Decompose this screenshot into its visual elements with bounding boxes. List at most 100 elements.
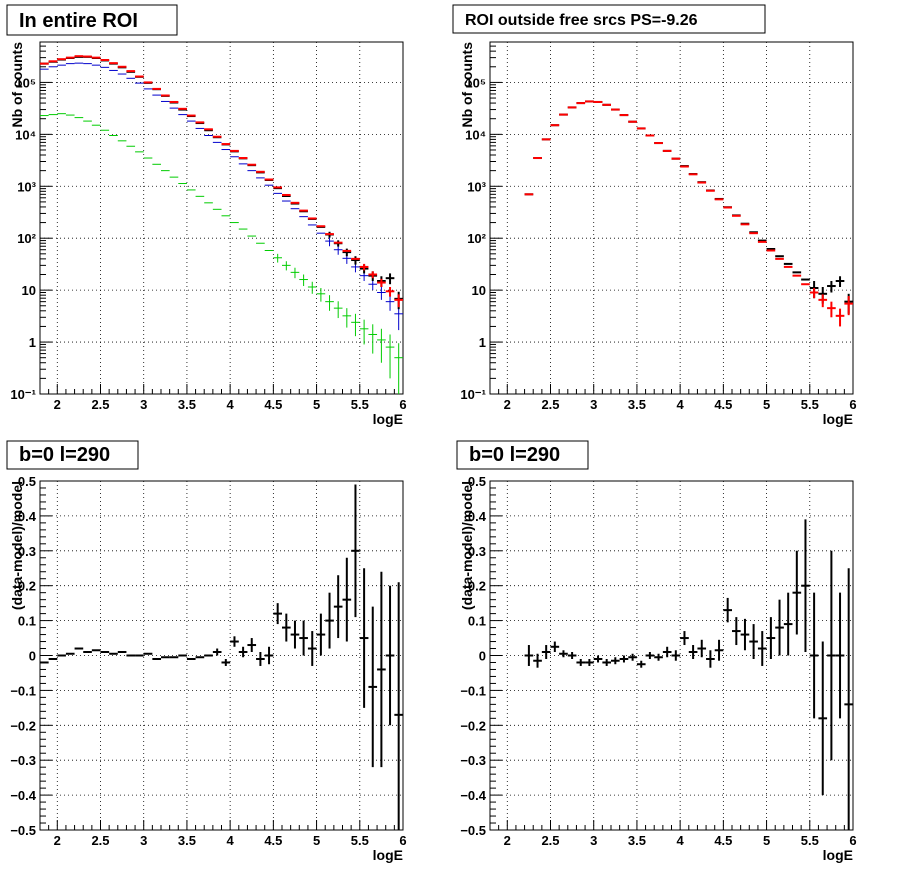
- y-tick-label: 0: [479, 649, 486, 664]
- y-tick-label: 10²: [17, 231, 36, 246]
- y-tick-label: 10⁴: [15, 127, 36, 142]
- y-tick-label: −0.1: [460, 683, 486, 698]
- x-tick-label: 6: [399, 397, 406, 412]
- x-tick-label: 3: [590, 397, 597, 412]
- x-axis-label: logE: [373, 847, 403, 863]
- series-black: [40, 55, 403, 310]
- series-red: [40, 55, 403, 308]
- chart-title-box: [6, 440, 139, 470]
- x-tick-label: 5.5: [351, 397, 369, 412]
- x-tick-label: 4.5: [264, 833, 282, 848]
- y-tick-label: 10⁵: [15, 75, 36, 90]
- chart-title: In entire ROI: [19, 10, 138, 32]
- y-tick-label: −0.4: [460, 788, 486, 803]
- x-tick-label: 5.5: [351, 833, 369, 848]
- y-tick-label: 10: [22, 283, 36, 298]
- x-tick-label: 3: [140, 833, 147, 848]
- y-tick-label: 0.3: [18, 544, 36, 559]
- chart-panel-2: 2 2.5 3 3.5 4 4.5 5 5.5 6 10⁻¹ 1 10 10² 10³ 10⁴ 10⁵ logE…: [452, 4, 857, 427]
- y-tick-label: 10⁻¹: [10, 387, 36, 402]
- x-tick-label: 3: [590, 833, 597, 848]
- x-tick-label: 6: [399, 833, 406, 848]
- chart-title: b=0 l=290: [19, 444, 110, 466]
- y-axis-label: Nb of counts: [459, 42, 475, 128]
- x-tick-label: 6: [849, 833, 856, 848]
- chart-title-box: [6, 4, 178, 36]
- series-black: [40, 484, 403, 830]
- x-tick-label: 4: [677, 833, 685, 848]
- x-tick-label: 6: [849, 397, 856, 412]
- x-tick-label: 5: [313, 833, 320, 848]
- x-tick-label: 3: [140, 397, 147, 412]
- chart-title-box: [452, 4, 766, 34]
- series-green: [40, 113, 403, 394]
- y-tick-label: −0.2: [10, 718, 36, 733]
- plot-frame: [39, 41, 404, 395]
- x-axis-label: logE: [823, 411, 853, 427]
- y-tick-label: −0.3: [460, 753, 486, 768]
- x-tick-label: 5: [763, 833, 770, 848]
- chart-title: ROI outside free srcs PS=-9.26: [465, 12, 698, 29]
- y-tick-label: 0.5: [468, 474, 486, 489]
- x-tick-label: 4: [677, 397, 685, 412]
- x-tick-label: 5.5: [801, 397, 819, 412]
- x-tick-label: 5.5: [801, 833, 819, 848]
- y-tick-label: 0.4: [468, 509, 487, 524]
- x-tick-label: 3.5: [628, 833, 646, 848]
- y-tick-label: 0.3: [468, 544, 486, 559]
- y-tick-label: −0.3: [10, 753, 36, 768]
- y-tick-label: −0.5: [460, 823, 486, 838]
- y-tick-label: −0.2: [460, 718, 486, 733]
- y-tick-label: 10⁵: [465, 75, 486, 90]
- x-tick-label: 3.5: [178, 397, 196, 412]
- x-tick-label: 2: [504, 397, 511, 412]
- y-tick-label: 0.1: [468, 614, 486, 629]
- chart-panel-3: 2 2.5 3 3.5 4 4.5 5 5.5 6 −0.5 −0.4 −0.3 −0.2 −0.1 0 0.…: [6, 440, 407, 863]
- x-tick-label: 3.5: [178, 833, 196, 848]
- x-tick-label: 2.5: [91, 833, 109, 848]
- x-tick-label: 4.5: [264, 397, 282, 412]
- series-black: [524, 100, 853, 314]
- y-axis-label: (data-model)/model: [459, 481, 475, 610]
- series-blue: [40, 62, 403, 331]
- x-tick-label: 5: [313, 397, 320, 412]
- y-tick-label: −0.5: [10, 823, 36, 838]
- y-tick-label: 10²: [467, 231, 486, 246]
- x-tick-label: 2: [54, 833, 61, 848]
- x-tick-label: 5: [763, 397, 770, 412]
- x-tick-label: 3.5: [628, 397, 646, 412]
- plot-frame: [489, 41, 854, 395]
- x-tick-label: 2: [504, 833, 511, 848]
- y-tick-label: 10³: [17, 179, 36, 194]
- y-axis-label: Nb of counts: [9, 42, 25, 128]
- y-tick-label: 1: [479, 335, 486, 350]
- y-tick-label: 0: [29, 649, 36, 664]
- chart-panel-4: 2 2.5 3 3.5 4 4.5 5 5.5 6 −0.5 −0.4 −0.3 −0.2 −0.1 0 0.…: [456, 440, 857, 863]
- x-axis-label: logE: [373, 411, 403, 427]
- x-tick-label: 2.5: [541, 397, 559, 412]
- x-tick-label: 2.5: [541, 833, 559, 848]
- y-tick-label: 10⁻¹: [460, 387, 486, 402]
- x-tick-label: 4.5: [714, 397, 732, 412]
- x-tick-label: 4.5: [714, 833, 732, 848]
- series-black: [524, 519, 853, 830]
- y-tick-label: 0.1: [18, 614, 36, 629]
- y-tick-label: 0.5: [18, 474, 36, 489]
- y-tick-label: 0.2: [468, 579, 486, 594]
- y-tick-label: 10: [472, 283, 486, 298]
- x-axis-label: logE: [823, 847, 853, 863]
- x-tick-label: 2: [54, 397, 61, 412]
- chart-title-box: [456, 440, 589, 470]
- series-red: [524, 100, 853, 327]
- chart-title: b=0 l=290: [469, 444, 560, 466]
- x-tick-label: 4: [227, 397, 235, 412]
- y-tick-label: −0.4: [10, 788, 36, 803]
- x-tick-label: 4: [227, 833, 235, 848]
- y-tick-label: 10⁴: [465, 127, 486, 142]
- x-tick-label: 2.5: [91, 397, 109, 412]
- y-tick-label: 10³: [467, 179, 486, 194]
- y-tick-label: −0.1: [10, 683, 36, 698]
- y-tick-label: 0.2: [18, 579, 36, 594]
- y-tick-label: 0.4: [18, 509, 37, 524]
